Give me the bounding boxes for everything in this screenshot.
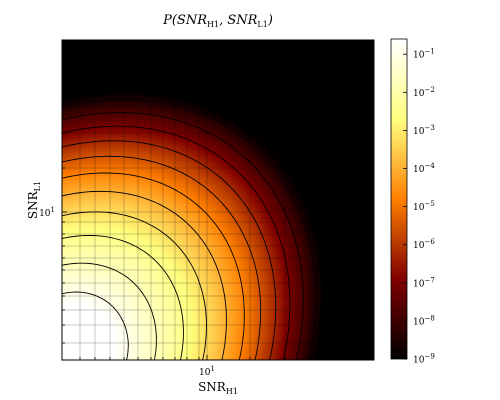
contour-level-9 bbox=[62, 112, 304, 360]
x-tick-label-10: 101 bbox=[199, 365, 215, 378]
colorbar-tick-label-2: 10−3 bbox=[413, 124, 435, 137]
y-axis-label: SNRL1 bbox=[26, 181, 42, 219]
contour-level-1 bbox=[62, 262, 157, 360]
heatmap-image bbox=[62, 40, 374, 360]
colorbar-tick-label-1: 10−2 bbox=[413, 86, 435, 99]
contour-level-8 bbox=[62, 125, 291, 360]
contour-level-0 bbox=[62, 291, 129, 360]
plot-frame bbox=[61, 39, 375, 361]
colorbar-tick-label-4: 10−5 bbox=[413, 200, 435, 213]
colorbar-tick-label-0: 10−1 bbox=[413, 48, 435, 61]
contour-level-5 bbox=[62, 172, 245, 360]
contour-level-10 bbox=[62, 99, 317, 360]
grid-lines bbox=[62, 40, 374, 360]
contour-level-7 bbox=[62, 140, 277, 360]
contour-level-6 bbox=[62, 155, 262, 360]
chart-title: P(SNRH1, SNRL1) bbox=[162, 13, 273, 29]
colorbar bbox=[390, 38, 408, 360]
colorbar-tick-label-6: 10−7 bbox=[413, 276, 435, 289]
colorbar-tick-label-5: 10−6 bbox=[413, 238, 435, 251]
colorbar-tick-label-3: 10−4 bbox=[413, 162, 435, 175]
colorbar-ticks: 10−1 10−2 10−3 10−4 10−5 10−6 10−7 10−8 10−9 bbox=[403, 48, 435, 366]
axis-ticks bbox=[62, 40, 374, 360]
contour-level-2 bbox=[62, 235, 184, 360]
contour-lines bbox=[62, 99, 317, 360]
colorbar-tick-label-8: 10−9 bbox=[413, 353, 435, 366]
y-tick-label-10: 101 bbox=[39, 206, 55, 219]
contour-level-4 bbox=[62, 190, 227, 360]
heatmap bbox=[62, 40, 374, 360]
x-axis-label: SNRH1 bbox=[198, 380, 238, 396]
colorbar-tick-label-7: 10−8 bbox=[413, 314, 435, 327]
